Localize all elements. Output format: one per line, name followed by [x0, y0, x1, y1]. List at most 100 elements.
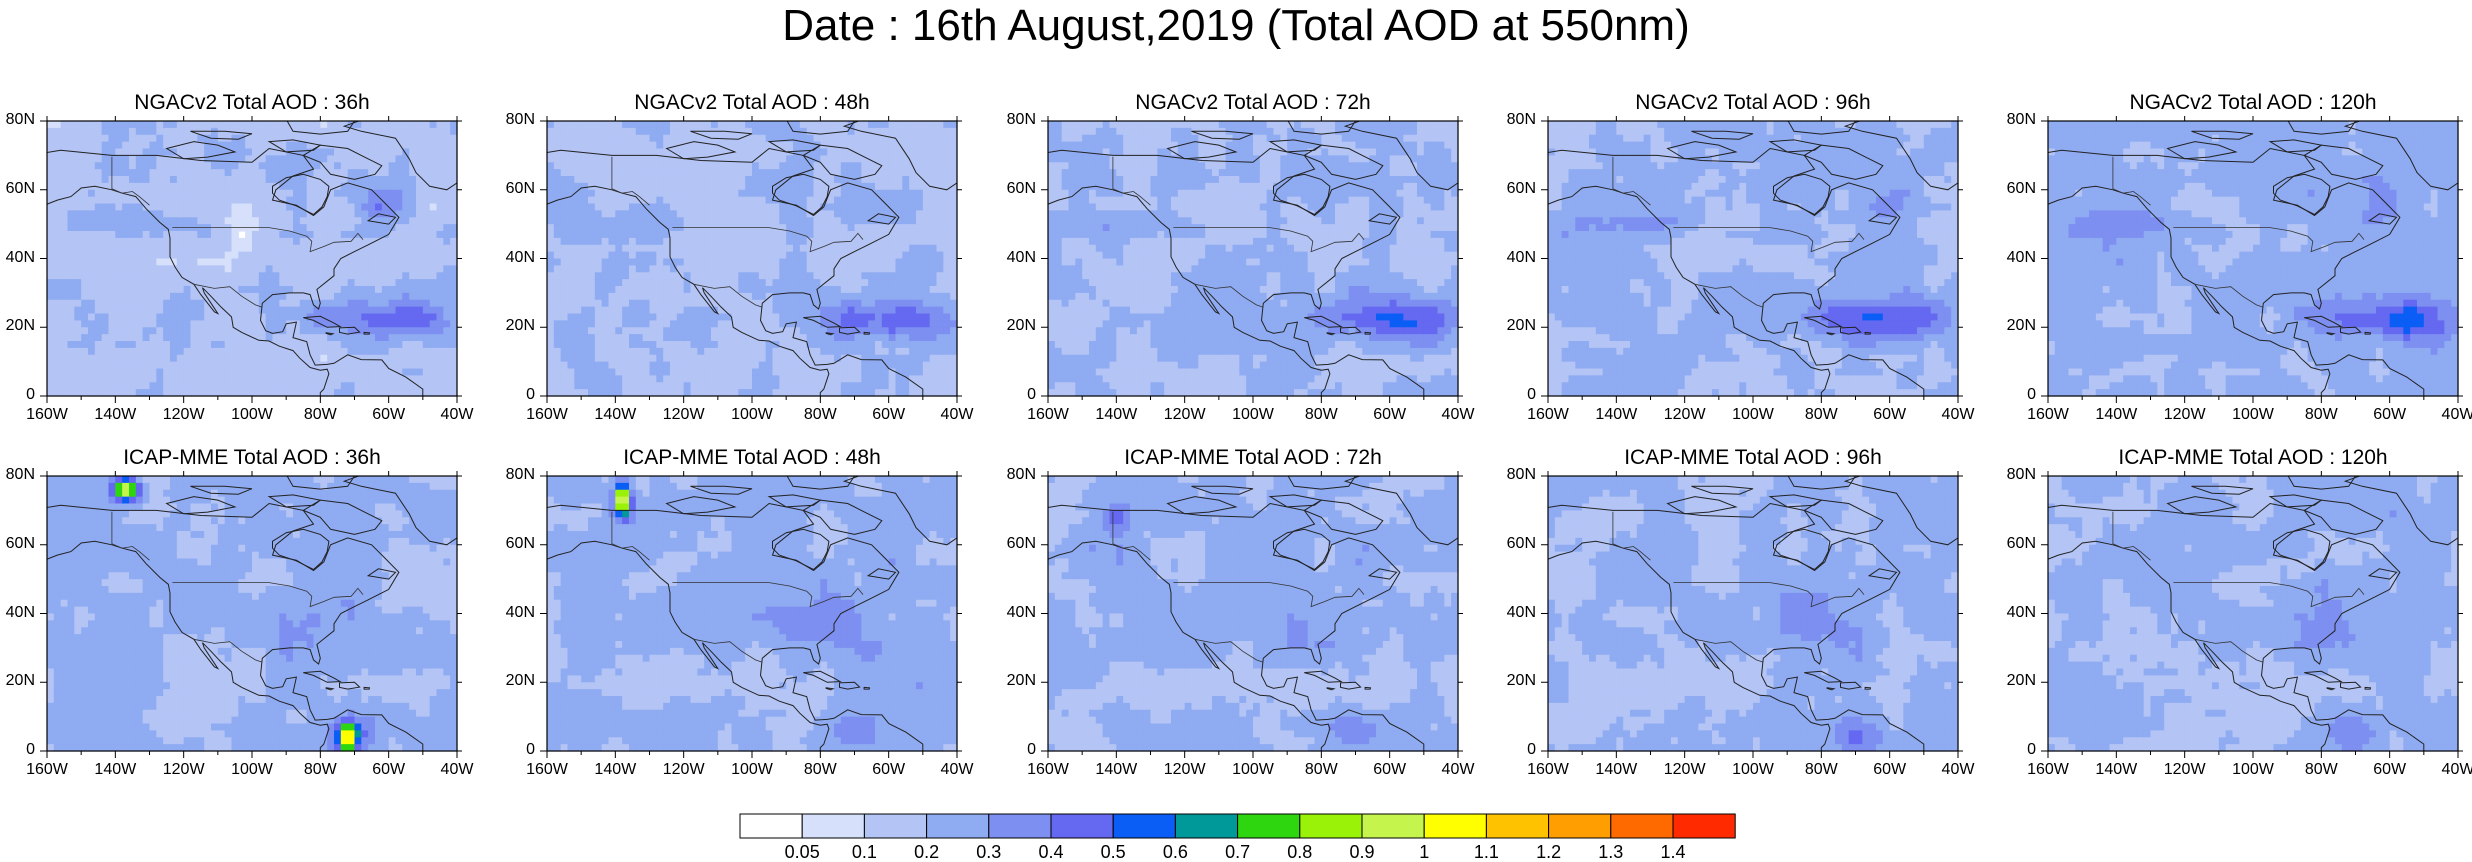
x-tick-label: 40W — [435, 406, 479, 424]
y-tick-label: 40N — [497, 249, 535, 267]
x-tick-label: 80W — [298, 761, 342, 779]
x-tick-label: 100W — [2231, 761, 2275, 779]
y-tick-label: 40N — [1998, 604, 2036, 622]
map-panel-ngacv2-36h — [40, 116, 462, 403]
coastlines — [1548, 476, 1958, 751]
axis-ticks — [2041, 471, 2463, 758]
axis-ticks — [40, 471, 462, 758]
x-tick-label: 140W — [593, 761, 637, 779]
x-tick-label: 80W — [798, 406, 842, 424]
x-tick-label: 120W — [2163, 406, 2207, 424]
axis-ticks — [1541, 471, 1963, 758]
x-tick-label: 40W — [2436, 406, 2472, 424]
map-panel-ngacv2-96h — [1541, 116, 1963, 403]
x-tick-label: 60W — [1368, 761, 1412, 779]
x-tick-label: 120W — [2163, 761, 2207, 779]
x-tick-label: 160W — [2026, 761, 2070, 779]
aod-field — [47, 121, 458, 397]
x-tick-label: 120W — [1663, 406, 1707, 424]
y-tick-label: 60N — [1998, 535, 2036, 553]
coastlines — [2048, 121, 2458, 396]
y-tick-label: 40N — [1998, 249, 2036, 267]
x-tick-label: 60W — [867, 406, 911, 424]
x-tick-label: 60W — [367, 406, 411, 424]
map-panel-ngacv2-72h — [1041, 116, 1463, 403]
map-panel-icap-mme-72h — [1041, 471, 1463, 758]
coastlines — [1548, 121, 1958, 396]
y-tick-label: 60N — [1498, 535, 1536, 553]
y-tick-label: 40N — [998, 249, 1036, 267]
panel-title: ICAP-MME Total AOD : 120h — [2028, 446, 2472, 470]
y-tick-label: 0 — [1998, 386, 2036, 404]
x-tick-label: 80W — [2299, 406, 2343, 424]
x-tick-label: 80W — [798, 761, 842, 779]
coastlines — [1048, 476, 1458, 751]
y-tick-label: 80N — [0, 466, 35, 484]
x-tick-label: 80W — [1299, 406, 1343, 424]
y-tick-label: 80N — [0, 111, 35, 129]
y-tick-label: 0 — [0, 741, 35, 759]
y-tick-label: 0 — [1498, 741, 1536, 759]
y-tick-label: 80N — [1998, 466, 2036, 484]
panel-title: NGACv2 Total AOD : 120h — [2028, 91, 2472, 115]
y-tick-label: 80N — [497, 111, 535, 129]
x-tick-label: 120W — [662, 761, 706, 779]
y-tick-label: 40N — [0, 604, 35, 622]
x-tick-label: 60W — [1368, 406, 1412, 424]
axis-ticks — [1041, 471, 1463, 758]
axis-ticks — [1541, 116, 1963, 403]
coastlines — [2048, 476, 2458, 751]
x-tick-label: 100W — [2231, 406, 2275, 424]
x-tick-label: 100W — [230, 406, 274, 424]
y-tick-label: 0 — [497, 386, 535, 404]
x-tick-label: 80W — [1799, 761, 1843, 779]
y-tick-label: 40N — [998, 604, 1036, 622]
panel-title: ICAP-MME Total AOD : 72h — [1028, 446, 1478, 470]
x-tick-label: 100W — [730, 406, 774, 424]
aod-field — [1048, 476, 1459, 752]
x-tick-label: 80W — [2299, 761, 2343, 779]
x-tick-label: 60W — [1868, 761, 1912, 779]
y-tick-label: 0 — [1998, 741, 2036, 759]
y-tick-label: 80N — [998, 466, 1036, 484]
y-tick-label: 40N — [1498, 604, 1536, 622]
x-tick-label: 160W — [25, 406, 69, 424]
x-tick-label: 120W — [1663, 761, 1707, 779]
aod-field — [547, 476, 958, 752]
x-tick-label: 60W — [2368, 406, 2412, 424]
axis-ticks — [2041, 116, 2463, 403]
x-tick-label: 160W — [1026, 761, 1070, 779]
x-tick-label: 140W — [2094, 406, 2138, 424]
y-tick-label: 20N — [1498, 672, 1536, 690]
y-tick-label: 80N — [1998, 111, 2036, 129]
coastlines — [1048, 121, 1458, 396]
y-tick-label: 20N — [497, 317, 535, 335]
y-tick-label: 80N — [1498, 466, 1536, 484]
y-tick-label: 60N — [0, 180, 35, 198]
y-tick-label: 80N — [998, 111, 1036, 129]
panel-title: ICAP-MME Total AOD : 36h — [27, 446, 477, 470]
y-tick-label: 20N — [0, 672, 35, 690]
map-panel-icap-mme-48h — [540, 471, 962, 758]
x-tick-label: 100W — [1731, 406, 1775, 424]
x-tick-label: 40W — [2436, 761, 2472, 779]
panel-title: ICAP-MME Total AOD : 96h — [1528, 446, 1978, 470]
y-tick-label: 60N — [497, 180, 535, 198]
axis-ticks — [40, 116, 462, 403]
panel-title: NGACv2 Total AOD : 48h — [527, 91, 977, 115]
x-tick-label: 100W — [1731, 761, 1775, 779]
y-tick-label: 40N — [497, 604, 535, 622]
x-tick-label: 160W — [525, 761, 569, 779]
x-tick-label: 40W — [1936, 406, 1980, 424]
x-tick-label: 100W — [1231, 406, 1275, 424]
coastlines — [547, 476, 957, 751]
x-tick-label: 40W — [935, 406, 979, 424]
map-panel-icap-mme-120h — [2041, 471, 2463, 758]
x-tick-label: 40W — [435, 761, 479, 779]
y-tick-label: 20N — [998, 317, 1036, 335]
coastlines — [47, 476, 457, 751]
x-tick-label: 40W — [1436, 761, 1480, 779]
y-tick-label: 40N — [1498, 249, 1536, 267]
x-tick-label: 60W — [867, 761, 911, 779]
